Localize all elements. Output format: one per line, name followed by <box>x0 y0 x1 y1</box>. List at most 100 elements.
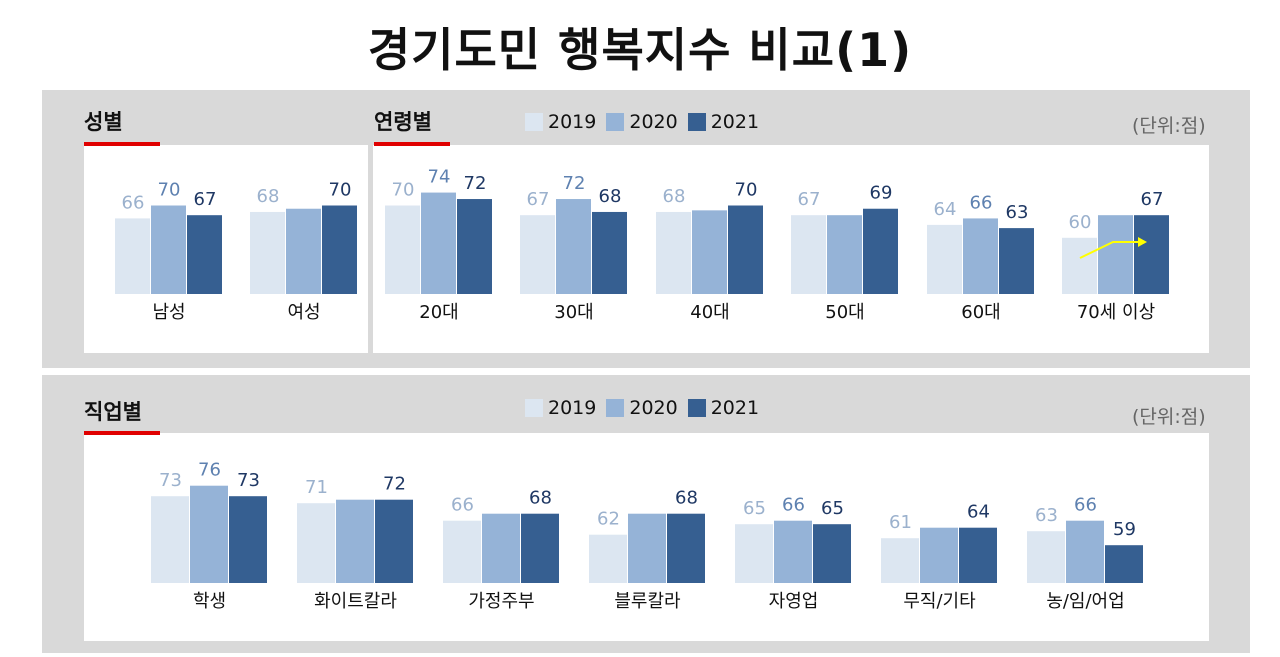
data-label-2019-5: 60 <box>1069 212 1092 233</box>
bar-2021-6 <box>1105 545 1143 583</box>
legend-swatch-2020 <box>606 399 625 417</box>
bar-2021-0 <box>229 496 267 583</box>
data-label-2019-6: 63 <box>1035 505 1058 526</box>
age-label-underline <box>374 142 450 146</box>
data-label-2021-0: 73 <box>237 470 260 491</box>
legend-label-2019: 2019 <box>548 397 597 419</box>
data-label-2020-4: 66 <box>782 495 805 516</box>
bar-2020-5 <box>1098 215 1133 294</box>
data-label-2021-4: 63 <box>1006 202 1029 223</box>
data-label-2020-0: 70 <box>158 179 181 200</box>
bar-2020-3 <box>628 513 666 583</box>
bar-2021-4 <box>813 524 851 583</box>
job-label-underline <box>84 431 160 435</box>
data-label-2019-0: 66 <box>122 192 145 213</box>
bar-2021-1 <box>592 211 627 294</box>
bar-2020-4 <box>963 218 998 294</box>
data-label-2021-3: 68 <box>675 488 698 509</box>
data-label-2019-2: 68 <box>663 186 686 207</box>
category-label-5: 무직/기타 <box>903 591 976 612</box>
page-title: 경기도민 행복지수 비교(1) <box>367 23 913 77</box>
top-legend: 2019 2020 2021 <box>525 111 769 133</box>
bar-2021-1 <box>375 499 413 583</box>
legend-item-2019: 2019 <box>525 111 596 133</box>
legend-label-2019: 2019 <box>548 111 597 133</box>
category-label-3: 50대 <box>825 302 864 323</box>
bar-2020-2 <box>482 513 520 583</box>
trend-arrow-line <box>1079 241 1141 259</box>
bar-2020-6 <box>1066 520 1104 583</box>
bar-2020-5 <box>920 527 958 583</box>
legend-item-2021: 2021 <box>687 397 760 419</box>
data-label-2021-1: 72 <box>383 474 406 495</box>
data-label-2021-0: 67 <box>194 189 217 210</box>
bar-2021-5 <box>1134 215 1169 294</box>
legend-label-2021: 2021 <box>710 397 760 419</box>
data-label-2021-5: 67 <box>1141 189 1164 210</box>
category-label-0: 학생 <box>193 591 226 612</box>
bar-2019-0 <box>151 496 189 583</box>
legend-label-2021: 2021 <box>710 111 760 133</box>
data-label-2019-1: 71 <box>305 477 328 498</box>
legend-label-2020: 2020 <box>629 111 678 133</box>
bar-2021-3 <box>863 208 898 294</box>
bar-2019-1 <box>250 211 285 294</box>
category-label-3: 블루칼라 <box>614 591 681 612</box>
trend-arrow-head <box>1138 237 1147 247</box>
bar-2019-3 <box>589 534 627 583</box>
bar-2019-1 <box>520 215 555 294</box>
legend-item-2020: 2020 <box>606 397 678 419</box>
category-label-0: 남성 <box>152 302 185 323</box>
category-label-1: 화이트칼라 <box>314 591 397 612</box>
bar-2020-1 <box>336 499 374 583</box>
data-label-2019-4: 64 <box>934 199 957 220</box>
age-section-label: 연령별 <box>374 110 432 134</box>
bar-2019-5 <box>1062 237 1097 294</box>
legend-swatch-2020 <box>606 113 625 131</box>
category-label-6: 농/임/어업 <box>1046 591 1124 612</box>
legend-swatch-2019 <box>525 113 543 131</box>
category-label-2: 40대 <box>690 302 729 323</box>
bar-2019-2 <box>656 211 691 294</box>
category-label-5: 70세 이상 <box>1077 302 1155 323</box>
legend-item-2021: 2021 <box>687 111 760 133</box>
legend-swatch-2021 <box>687 113 706 131</box>
data-label-2019-0: 70 <box>392 179 415 200</box>
legend-item-2020: 2020 <box>606 111 678 133</box>
bar-2020-4 <box>774 520 812 583</box>
category-label-1: 30대 <box>554 302 593 323</box>
bar-2021-5 <box>959 527 997 583</box>
legend-item-2019: 2019 <box>525 397 596 419</box>
bar-2021-4 <box>999 228 1034 294</box>
bar-2020-1 <box>286 208 321 294</box>
bar-2020-0 <box>151 205 186 294</box>
legend-swatch-2021 <box>687 399 706 417</box>
data-label-2019-3: 62 <box>597 509 620 530</box>
data-label-2019-5: 61 <box>889 512 912 533</box>
gender-section-label: 성별 <box>84 110 123 134</box>
bottom-legend: 2019 2020 2021 <box>525 397 769 419</box>
bar-2020-0 <box>421 192 456 294</box>
bar-2021-3 <box>667 513 705 583</box>
data-label-2020-1: 72 <box>563 173 586 194</box>
bar-2019-6 <box>1027 531 1065 583</box>
data-label-2021-6: 59 <box>1113 519 1136 540</box>
data-label-2019-2: 66 <box>451 495 474 516</box>
category-label-4: 자영업 <box>769 591 819 612</box>
data-label-2019-1: 67 <box>527 189 550 210</box>
gender-label-underline <box>84 142 160 146</box>
bar-2021-1 <box>322 205 357 294</box>
category-label-0: 20대 <box>419 302 458 323</box>
bar-2021-0 <box>457 199 492 294</box>
job-section-label: 직업별 <box>84 400 142 424</box>
bottom-unit-label: (단위:점) <box>1132 406 1206 428</box>
data-label-2021-1: 68 <box>599 186 622 207</box>
data-label-2021-3: 69 <box>870 183 893 204</box>
data-label-2021-5: 64 <box>967 502 990 523</box>
bar-2021-2 <box>728 205 763 294</box>
top-unit-label: (단위:점) <box>1132 115 1206 137</box>
bar-2019-3 <box>791 215 826 294</box>
data-label-2019-4: 65 <box>743 498 766 519</box>
category-label-4: 60대 <box>961 302 1000 323</box>
